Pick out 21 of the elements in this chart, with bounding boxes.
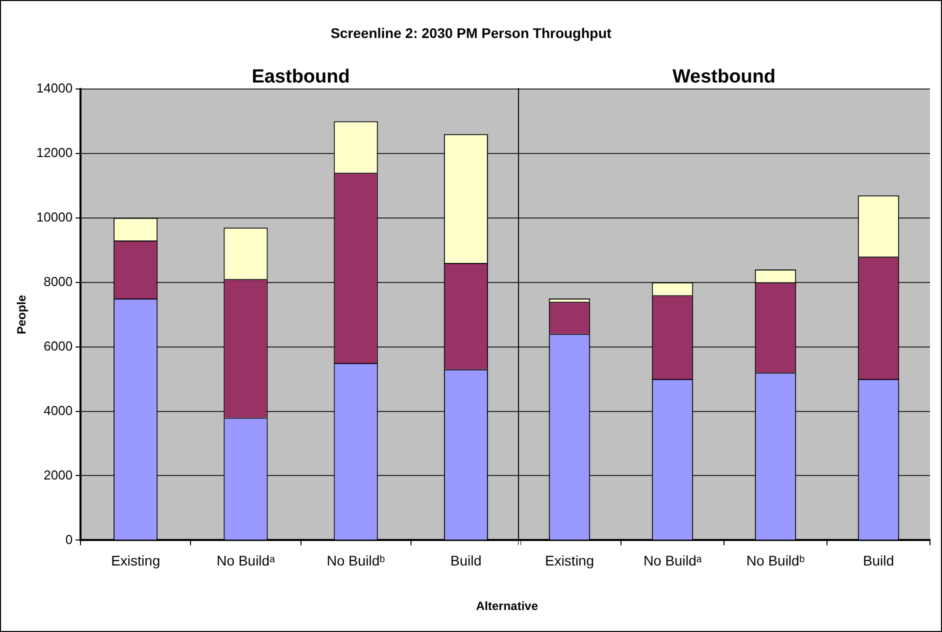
y-tick-label: 4000 [44, 402, 73, 418]
y-tick-label: 2000 [44, 467, 73, 482]
y-tick-label: 12000 [36, 145, 73, 160]
y-tick-label: 8000 [44, 274, 73, 289]
x-tick-label: No Buildᵇ [746, 552, 805, 568]
x-tick-label: Build [862, 552, 894, 568]
y-tick-label: 6000 [44, 338, 73, 354]
x-tick-label: No Buildᵇ [326, 552, 385, 568]
chart-title: Screenline 2: 2030 PM Person Throughput [330, 25, 612, 41]
y-tick-label: 10000 [36, 209, 73, 224]
x-tick-label: Existing [111, 552, 160, 568]
x-tick-label: Build [450, 552, 482, 568]
x-axis-title: Alternative [474, 599, 540, 613]
y-tick-label: 14000 [36, 80, 73, 96]
x-tick-label: Existing [544, 552, 594, 568]
y-axis-title: People [14, 294, 29, 334]
text: Westbound [672, 66, 776, 88]
x-tick-label: No Buildᵃ [216, 552, 276, 568]
text: Eastbound [252, 66, 350, 88]
x-tick-label: No Buildᵃ [643, 552, 702, 568]
y-tick-label: 0 [65, 532, 73, 547]
